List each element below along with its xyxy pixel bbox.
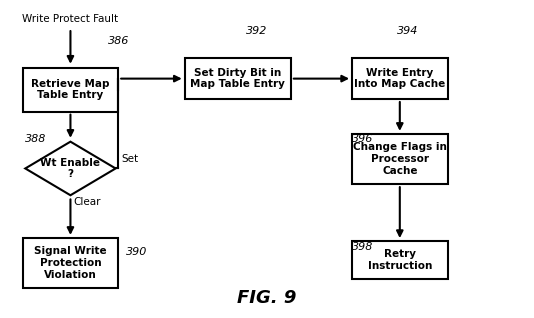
Text: Signal Write
Protection
Violation: Signal Write Protection Violation xyxy=(34,246,107,280)
Text: Set: Set xyxy=(121,154,138,164)
FancyBboxPatch shape xyxy=(22,238,118,288)
Text: 388: 388 xyxy=(25,134,46,143)
FancyBboxPatch shape xyxy=(352,241,447,279)
Text: FIG. 9: FIG. 9 xyxy=(237,289,297,307)
Text: Set Dirty Bit in
Map Table Entry: Set Dirty Bit in Map Table Entry xyxy=(190,68,285,89)
Text: Clear: Clear xyxy=(73,197,100,207)
FancyBboxPatch shape xyxy=(352,134,447,184)
Text: Change Flags in
Processor
Cache: Change Flags in Processor Cache xyxy=(353,142,447,176)
Text: Wt Enable
?: Wt Enable ? xyxy=(41,158,100,179)
Text: 386: 386 xyxy=(108,36,129,46)
Text: Retry
Instruction: Retry Instruction xyxy=(367,249,432,271)
Text: Write Protect Fault: Write Protect Fault xyxy=(22,14,119,24)
Text: Retrieve Map
Table Entry: Retrieve Map Table Entry xyxy=(31,79,109,100)
Text: 394: 394 xyxy=(397,26,419,36)
FancyBboxPatch shape xyxy=(352,58,447,99)
Text: 398: 398 xyxy=(352,242,373,252)
FancyBboxPatch shape xyxy=(22,68,118,112)
Polygon shape xyxy=(25,142,115,195)
Text: 392: 392 xyxy=(246,26,267,36)
FancyBboxPatch shape xyxy=(185,58,291,99)
Text: 390: 390 xyxy=(126,247,147,257)
Text: Write Entry
Into Map Cache: Write Entry Into Map Cache xyxy=(354,68,445,89)
Text: 396: 396 xyxy=(352,134,373,143)
